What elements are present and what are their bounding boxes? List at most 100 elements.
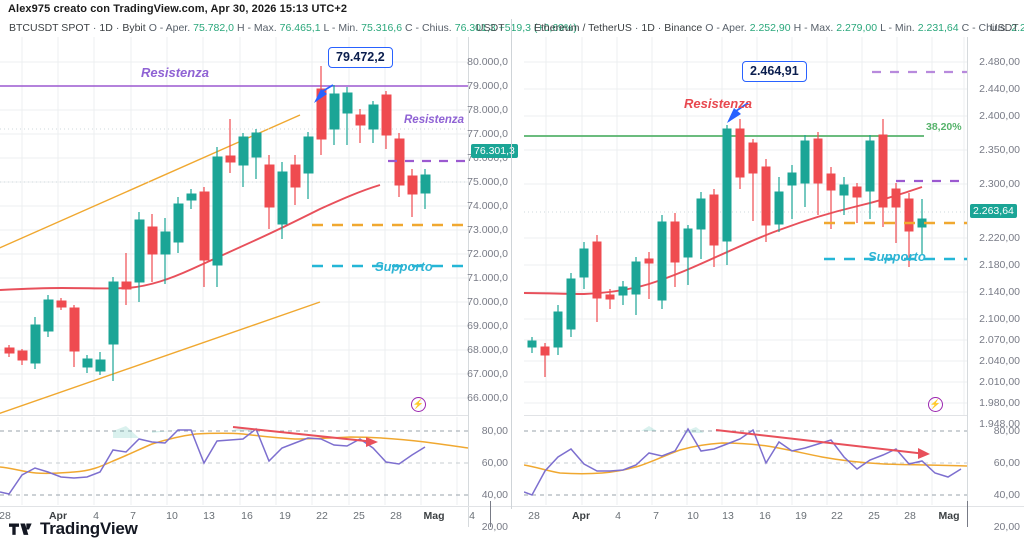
axis-separator-btc: [468, 37, 469, 527]
price-tick: 79.000,0: [467, 80, 508, 92]
price-tick: 2.350,00: [979, 144, 1020, 156]
rsi-tick: 80,00: [481, 425, 508, 437]
date-tick: 22: [316, 510, 328, 522]
legend-dot1: ·: [92, 22, 97, 34]
price-tick: 70.000,0: [467, 296, 508, 308]
legend-close-label: C - Chius.: [405, 22, 452, 34]
date-tick: 19: [279, 510, 291, 522]
price-tick: 71.000,0: [467, 272, 508, 284]
legend-close-label: C - Chius.: [961, 22, 1009, 34]
annotation-resistenza2-btc: Resistenza: [404, 114, 465, 126]
annotation-supporto-btc: Supporto: [375, 259, 433, 274]
date-tick: 4: [469, 510, 475, 522]
alert-badge-icon-eth[interactable]: ⚡: [928, 397, 943, 412]
legend-high-label: H - Max.: [793, 22, 834, 34]
legend-open-label: O - Aper.: [148, 22, 191, 34]
date-tick: 7: [653, 510, 659, 522]
price-svg-eth: [524, 37, 967, 415]
price-tick: 2.300,00: [979, 178, 1020, 190]
legend-high-label: H - Max.: [237, 22, 277, 34]
date-tick: 4: [93, 510, 99, 522]
date-tick: 10: [687, 510, 699, 522]
price-plot-eth[interactable]: Resistenza 38,20% Supporto 2.464,91 ⚡: [524, 37, 967, 415]
legend-interval[interactable]: 1D: [99, 22, 113, 34]
price-tick: 1.948,00: [979, 418, 1020, 430]
price-tick: 2.440,00: [979, 83, 1020, 95]
candles-btc: [4, 66, 431, 381]
axis-unit-btc: USDT: [476, 22, 505, 34]
chart-panel-btc[interactable]: BTCUSDT SPOT · 1D · Bybit O - Aper. 75.7…: [0, 19, 577, 533]
price-tick: 1.980,00: [979, 397, 1020, 409]
price-tick: 2.100,00: [979, 313, 1020, 325]
price-tick: 73.000,0: [467, 224, 508, 236]
date-tick: Mag: [423, 510, 445, 522]
legend-btc[interactable]: BTCUSDT SPOT · 1D · Bybit O - Aper. 75.7…: [0, 19, 580, 37]
tradingview-logo[interactable]: TradingView: [9, 519, 138, 539]
callout-price-btc[interactable]: 79.472,2: [328, 47, 393, 68]
rsi-tick: 60,00: [481, 457, 508, 469]
price-svg-btc: [0, 37, 468, 415]
price-tick: 2.140,00: [979, 286, 1020, 298]
legend-close-value: 2.263,64...: [1011, 22, 1024, 34]
date-tick: 28: [0, 510, 11, 522]
legend-change: +519,3 (+0,69%): [498, 22, 577, 34]
current-price-tag-eth: 2.263,64: [970, 204, 1017, 218]
rsi-svg-btc: [0, 417, 468, 505]
price-tick: 2.180,00: [979, 259, 1020, 271]
callout-price-eth[interactable]: 2.464,91: [742, 61, 807, 82]
price-tick: 2.040,00: [979, 355, 1020, 367]
date-tick: 28: [528, 510, 540, 522]
date-tick: 13: [203, 510, 215, 522]
legend-symbol[interactable]: Ethereum / TetherUS: [534, 22, 632, 34]
legend-low-label: L - Min.: [323, 22, 359, 34]
current-bar-marker-btc: [490, 501, 491, 527]
current-bar-marker-eth: [967, 501, 968, 527]
annotation-supporto-eth: Supporto: [868, 249, 926, 264]
price-tick: 2.010,00: [979, 376, 1020, 388]
rsi-tick: 80,00: [993, 425, 1020, 437]
legend-symbol[interactable]: BTCUSDT SPOT: [9, 22, 90, 34]
date-tick: 25: [353, 510, 365, 522]
rsi-tick: 20,00: [481, 521, 508, 533]
price-tick: 77.000,0: [467, 128, 508, 140]
date-tick: 16: [759, 510, 771, 522]
price-axis-btc[interactable]: 80.000,0 79.000,0 78.000,0 77.000,0 76.0…: [467, 37, 518, 533]
annotation-resistenza-btc: Resistenza: [141, 65, 209, 80]
rsi-tick: 20,00: [993, 521, 1020, 533]
price-plot-btc[interactable]: Resistenza Resistenza Supporto 79.472,2 …: [0, 37, 468, 415]
price-axis-eth[interactable]: 2.480,00 2.440,00 2.400,00 2.350,00 2.30…: [968, 37, 1024, 533]
price-tick: 66.000,0: [467, 392, 508, 404]
legend-low-value: 75.316,6: [361, 22, 403, 34]
date-tick: 7: [130, 510, 136, 522]
date-axis-btc[interactable]: 28 Apr 4 7 10 13 16 19 22 25 28 Mag 4: [0, 501, 512, 527]
legend-eth[interactable]: Ethereum / TetherUS · 1D · Binance O - A…: [512, 19, 1024, 37]
legend-dot1: ·: [634, 22, 639, 34]
legend-low-label: L - Min.: [880, 22, 915, 34]
price-tick: 74.000,0: [467, 200, 508, 212]
date-tick: 28: [904, 510, 916, 522]
rsi-plot-btc[interactable]: [0, 417, 468, 505]
price-tick: 72.000,0: [467, 248, 508, 260]
date-axis-eth[interactable]: 28 Apr 4 7 10 13 16 19 22 25 28 Mag: [512, 501, 1024, 527]
tradingview-logo-text: TradingView: [40, 519, 138, 538]
date-tick: Mag: [938, 510, 960, 522]
pane-divider-eth: [524, 415, 967, 416]
legend-open-value: 75.782,0: [193, 22, 234, 34]
rsi-plot-eth[interactable]: [524, 417, 967, 505]
legend-close-value: 76.301,3: [454, 22, 496, 34]
legend-open-label: O - Aper.: [705, 22, 747, 34]
legend-interval[interactable]: 1D: [641, 22, 655, 34]
candles-eth: [527, 119, 927, 377]
axis-unit-eth: USDT: [990, 22, 1019, 34]
chart-panel-eth[interactable]: Ethereum / TetherUS · 1D · Binance O - A…: [512, 19, 1024, 533]
date-tick: 13: [722, 510, 734, 522]
annotation-resistenza-eth: Resistenza: [684, 96, 752, 111]
current-price-tag-btc: 76.301,3: [471, 144, 518, 158]
price-tick: 75.000,0: [467, 176, 508, 188]
date-tick: 28: [390, 510, 402, 522]
legend-high-value: 76.465,1: [279, 22, 321, 34]
rsi-tick: 40,00: [993, 489, 1020, 501]
legend-exchange: Bybit: [122, 22, 146, 34]
alert-badge-icon-btc[interactable]: ⚡: [411, 397, 426, 412]
